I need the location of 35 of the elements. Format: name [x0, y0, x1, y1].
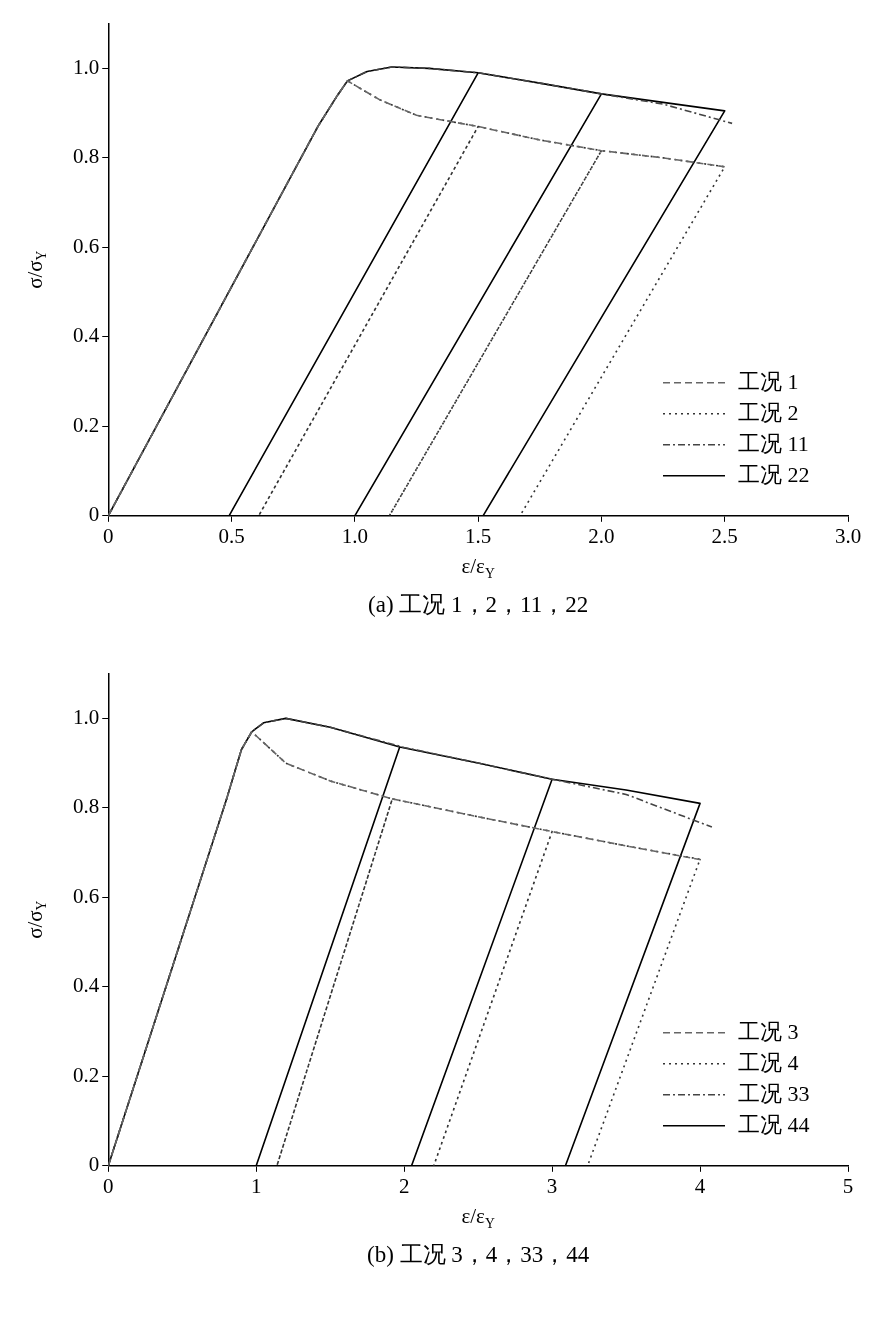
- y-tick-label: 0.6: [73, 233, 100, 258]
- y-tick-label: 0.8: [73, 794, 100, 819]
- legend-label: 工况 1: [738, 368, 799, 394]
- x-tick-label: 2.5: [711, 523, 738, 548]
- x-tick-label: 1.5: [465, 523, 492, 548]
- y-tick-label: 0.6: [73, 883, 100, 908]
- text: (b) 工况 3，4，33，44: [366, 1241, 590, 1267]
- y-tick-label: 0: [88, 502, 100, 527]
- y-tick-label: 0.4: [73, 323, 100, 348]
- y-axis-title: σ/σY: [22, 900, 50, 939]
- y-axis-title: σ/σY: [22, 250, 50, 289]
- y-tick-label: 1.0: [73, 704, 100, 729]
- x-tick-label: 1: [250, 1173, 262, 1198]
- y-tick-label: 1.0: [73, 54, 100, 79]
- legend-label: 工况 44: [738, 1111, 810, 1137]
- x-tick-label: 5: [842, 1173, 854, 1198]
- x-tick-label: 1.0: [341, 523, 368, 548]
- x-tick-label: 2: [398, 1173, 410, 1198]
- legend-label: 工况 11: [738, 430, 809, 456]
- x-tick-label: 3.0: [834, 523, 862, 548]
- y-tick-label: 0.2: [73, 1062, 100, 1087]
- legend-label: 工况 22: [738, 461, 810, 487]
- y-tick-label: 0.8: [73, 144, 100, 169]
- legend-label: 工况 4: [738, 1049, 799, 1075]
- legend-label: 工况 33: [738, 1080, 810, 1106]
- y-tick-label: 0: [88, 1152, 100, 1177]
- x-tick-label: 4: [694, 1173, 706, 1198]
- x-tick-label: 0.5: [218, 523, 245, 548]
- y-tick-label: 0.4: [73, 973, 100, 998]
- legend-label: 工况 2: [738, 399, 799, 425]
- y-tick-label: 0.2: [73, 412, 100, 437]
- x-tick-label: 2.0: [588, 523, 615, 548]
- legend-label: 工况 3: [738, 1018, 799, 1044]
- text: (a) 工况 1，2，11，22: [368, 591, 589, 617]
- x-tick-label: 3: [546, 1173, 558, 1198]
